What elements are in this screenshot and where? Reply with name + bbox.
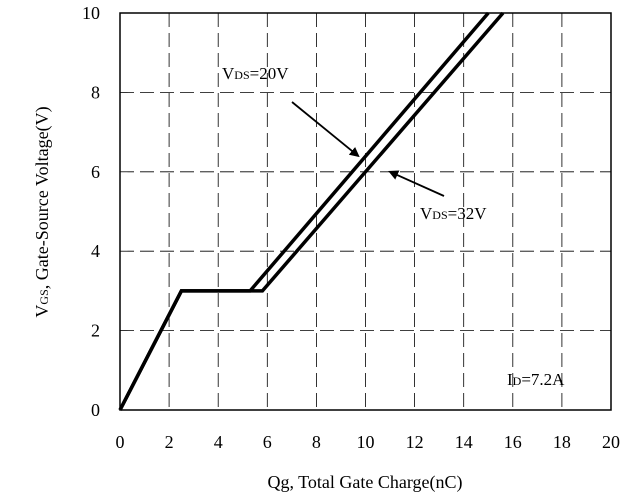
arrow-vds-32v (388, 170, 445, 197)
x-tick-label: 2 (165, 432, 174, 452)
y-tick-label: 6 (91, 162, 100, 182)
annotation-id: ID=7.2A (507, 370, 565, 389)
y-tick-label: 2 (91, 321, 100, 341)
x-tick-label: 18 (553, 432, 571, 452)
x-tick-label: 4 (214, 432, 223, 452)
series-line-2 (118, 11, 505, 411)
y-tick-label: 0 (91, 400, 100, 420)
arrow-vds-20v (291, 101, 360, 158)
annotation-vds-32v: VDS=32V (420, 204, 487, 223)
x-tick-label: 20 (602, 432, 620, 452)
series-group (118, 11, 505, 411)
y-tick-label: 8 (91, 82, 100, 102)
y-tick-label: 10 (82, 3, 100, 23)
x-tick-label: 0 (116, 432, 125, 452)
x-axis-title: Qg, Total Gate Charge(nC) (267, 472, 462, 493)
annotation-vds-20v: VDS=20V (222, 64, 289, 83)
y-axis-title: VGS, Gate-Source Voltage(V) (32, 106, 53, 317)
x-tick-label: 10 (357, 432, 375, 452)
tick-labels: 0 2 4 6 8 10 12 14 16 18 20 0 2 4 6 8 10 (82, 3, 620, 452)
x-tick-label: 14 (455, 432, 473, 452)
grid (120, 13, 611, 410)
y-tick-label: 4 (91, 241, 100, 261)
x-tick-label: 8 (312, 432, 321, 452)
plot-frame (119, 12, 612, 411)
x-tick-label: 16 (504, 432, 522, 452)
x-tick-label: 12 (406, 432, 424, 452)
x-tick-label: 6 (263, 432, 272, 452)
